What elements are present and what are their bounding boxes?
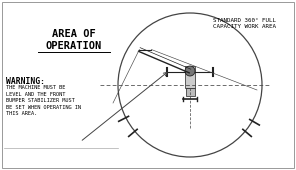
- Bar: [185, 66, 195, 88]
- Bar: [186, 88, 194, 96]
- Text: WARNING:: WARNING:: [6, 77, 45, 86]
- Text: AREA OF
OPERATION: AREA OF OPERATION: [46, 29, 102, 51]
- Text: STANDARD 360° FULL
CAPACITY WORK AREA: STANDARD 360° FULL CAPACITY WORK AREA: [213, 18, 276, 29]
- Text: THE MACHINE MUST BE
LEVEL AND THE FRONT
BUMPER STABILIZER MUST
BE SET WHEN OPERA: THE MACHINE MUST BE LEVEL AND THE FRONT …: [6, 85, 81, 116]
- Circle shape: [185, 66, 195, 76]
